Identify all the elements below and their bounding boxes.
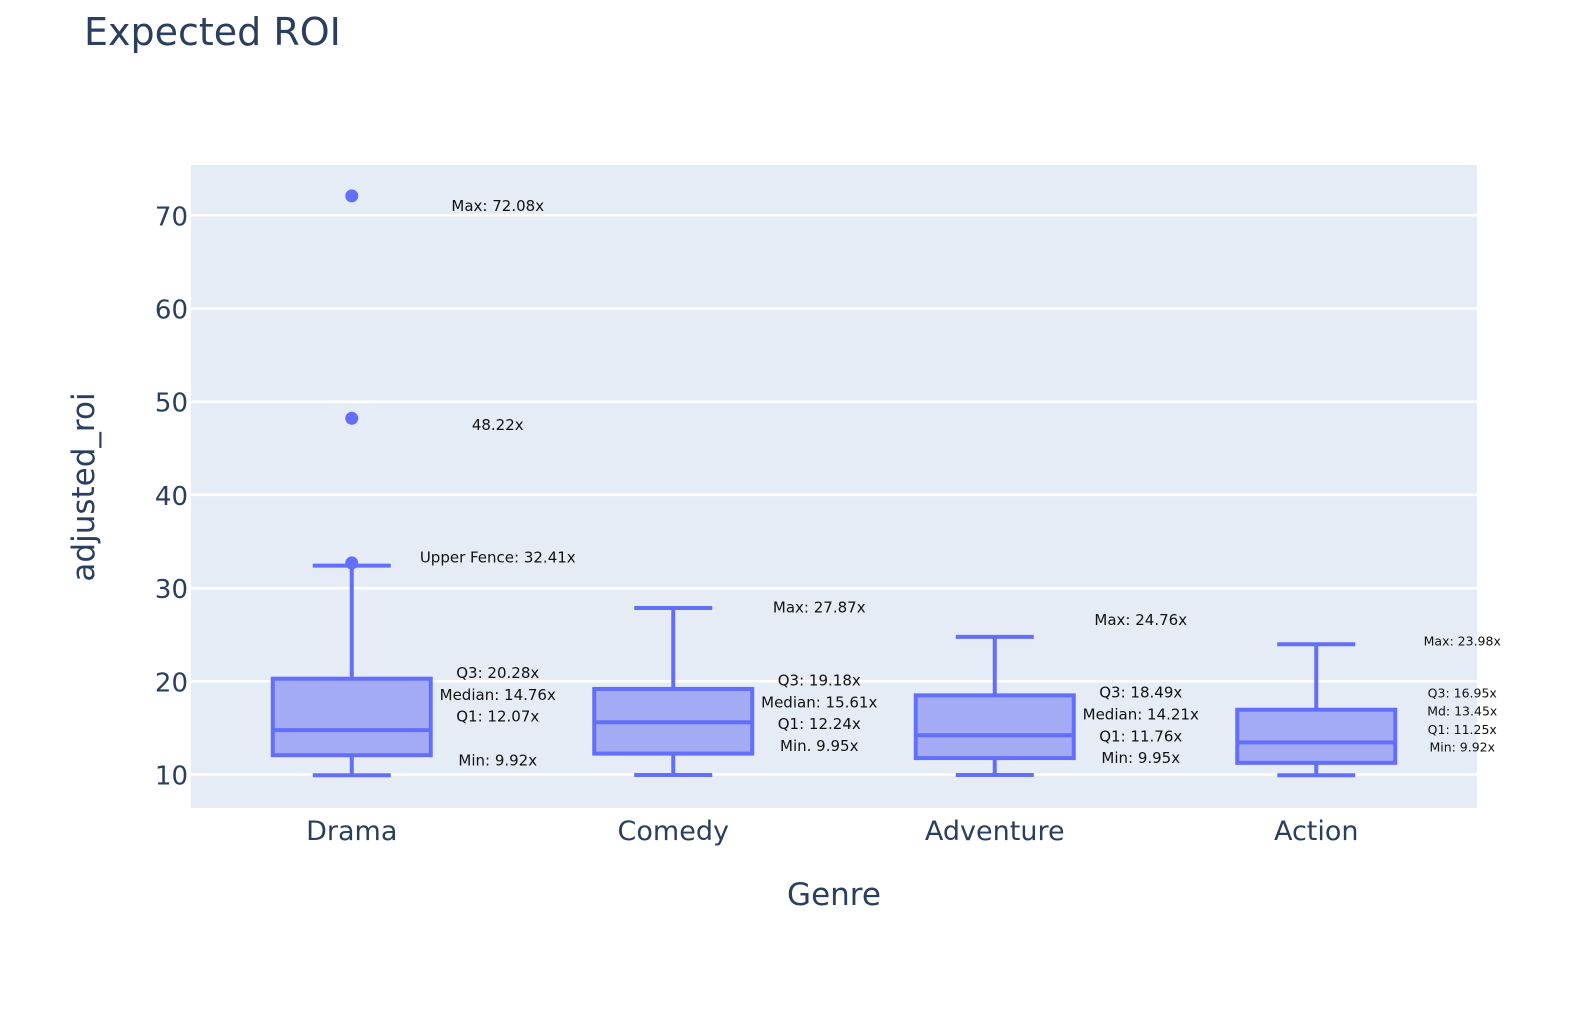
annotation-label: Min: 9.92x — [458, 752, 537, 770]
y-tick-label: 50 — [155, 389, 188, 419]
chart-title: Expected ROI — [84, 10, 341, 54]
axes-layer: 10 20 30 40 50 60 70 Drama Comedy Adventure Action — [155, 202, 1359, 847]
annotation-label: Max: 24.76x — [1094, 611, 1187, 629]
iqr-box — [270, 676, 433, 758]
y-tick-label: 40 — [155, 482, 188, 512]
y-tick-label: 70 — [155, 202, 188, 232]
annotation-label: Max: 72.08x — [451, 197, 544, 215]
x-tick-label: Adventure — [925, 816, 1065, 847]
annotation-label: Min: 9.95x — [1101, 749, 1180, 767]
annotation-label: Max: 27.87x — [773, 599, 866, 617]
x-tick-label: Comedy — [618, 816, 729, 847]
annotation-label: Min. 9.95x — [780, 737, 859, 755]
y-tick-label: 10 — [155, 762, 188, 792]
annotation-label: Q3: 18.49x — [1099, 683, 1182, 701]
annotation-label: Q1: 12.24x — [778, 715, 861, 733]
annotation-label: Q1: 11.76x — [1099, 727, 1182, 745]
box-comedy — [592, 605, 755, 777]
annotation-label: Md: 13.45x — [1427, 704, 1497, 719]
annotation-label: 48.22x — [472, 416, 524, 434]
annotation-label: Max: 23.98x — [1424, 633, 1501, 648]
annotations-layer: Max: 72.08x 48.22x Upper Fence: 32.41x Q3: … — [420, 197, 1501, 770]
outlier-point — [345, 189, 359, 203]
y-tick-label: 30 — [155, 575, 188, 605]
y-tick-label: 20 — [155, 668, 188, 698]
annotation-label: Q1: 12.07x — [456, 708, 539, 726]
annotation-label: Median: 15.61x — [761, 693, 877, 711]
x-tick-label: Drama — [306, 816, 397, 847]
box-drama — [270, 189, 433, 778]
grid-lines — [191, 214, 1477, 776]
annotation-label: Median: 14.21x — [1083, 705, 1199, 723]
annotation-label: Median: 14.76x — [440, 686, 556, 704]
annotation-label: Q1: 11.25x — [1428, 722, 1497, 737]
annotation-label: Upper Fence: 32.41x — [420, 548, 576, 566]
x-axis-title: Genre — [787, 877, 881, 913]
y-tick-label: 60 — [155, 296, 188, 326]
annotation-label: Min: 9.92x — [1429, 740, 1495, 755]
boxes-layer — [270, 189, 1398, 778]
iqr-box — [913, 693, 1076, 761]
annotation-label: Q3: 16.95x — [1428, 685, 1497, 700]
y-axis-title: adjusted_roi — [66, 392, 102, 581]
box-adventure — [913, 634, 1076, 777]
outlier-point — [345, 411, 359, 425]
box-action — [1235, 642, 1398, 778]
annotation-label: Q3: 19.18x — [778, 671, 861, 689]
x-tick-label: Action — [1274, 816, 1359, 847]
annotation-label: Q3: 20.28x — [456, 664, 539, 682]
outlier-point — [345, 556, 359, 570]
iqr-box — [1235, 707, 1398, 765]
